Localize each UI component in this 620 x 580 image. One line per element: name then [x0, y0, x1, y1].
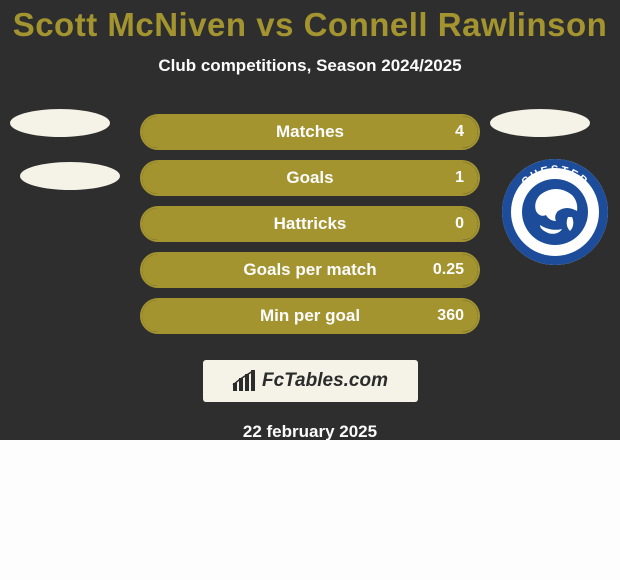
stat-row: Matches4	[140, 114, 480, 150]
stat-label: Min per goal	[142, 306, 478, 326]
stat-label: Matches	[142, 122, 478, 142]
bars-icon	[232, 370, 258, 392]
badge-inner	[511, 168, 599, 256]
content-wrap: Scott McNiven vs Connell Rawlinson Club …	[0, 0, 620, 442]
bg-bottom	[0, 440, 620, 580]
page-subtitle: Club competitions, Season 2024/2025	[0, 56, 620, 76]
watermark-text: FcTables.com	[262, 370, 388, 392]
placeholder-oval	[10, 109, 110, 137]
stat-value-right: 4	[455, 123, 464, 141]
watermark-box: FcTables.com	[203, 360, 418, 402]
club-badge-right: CHESTER FOOTBALL CLUB	[502, 159, 608, 265]
stat-rows: Matches4Goals1Hattricks0Goals per match0…	[140, 114, 480, 344]
placeholder-oval	[20, 162, 120, 190]
stat-label: Hattricks	[142, 214, 478, 234]
stat-row: Goals per match0.25	[140, 252, 480, 288]
stat-row: Hattricks0	[140, 206, 480, 242]
date-line: 22 february 2025	[0, 422, 620, 442]
stats-area: Matches4Goals1Hattricks0Goals per match0…	[0, 114, 620, 344]
stat-value-right: 360	[437, 307, 464, 325]
page-title: Scott McNiven vs Connell Rawlinson	[0, 0, 620, 44]
stat-row: Goals1	[140, 160, 480, 196]
wolf-icon	[520, 177, 590, 247]
placeholder-oval	[490, 109, 590, 137]
stat-label: Goals per match	[142, 260, 478, 280]
stat-row: Min per goal360	[140, 298, 480, 334]
stat-value-right: 0	[455, 215, 464, 233]
stat-label: Goals	[142, 168, 478, 188]
stat-value-right: 1	[455, 169, 464, 187]
stat-value-right: 0.25	[433, 261, 464, 279]
